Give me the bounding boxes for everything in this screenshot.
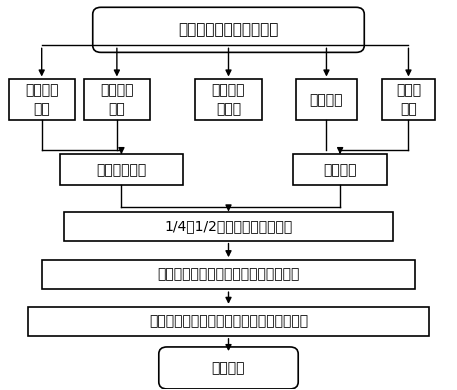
FancyBboxPatch shape (296, 80, 357, 120)
FancyBboxPatch shape (60, 154, 183, 185)
Text: 收集计算所需的基础数据: 收集计算所需的基础数据 (178, 22, 279, 37)
Text: 代入计算管道不同位置处位移随时间的变化: 代入计算管道不同位置处位移随时间的变化 (149, 314, 308, 328)
FancyBboxPatch shape (196, 80, 261, 120)
FancyBboxPatch shape (64, 211, 393, 241)
Text: 跨越管道
直径: 跨越管道 直径 (100, 83, 133, 116)
Text: 等效跨长系数: 等效跨长系数 (96, 163, 147, 177)
Text: 插値计算管道任意位置的等效位移长度: 插値计算管道任意位置的等效位移长度 (157, 268, 300, 282)
FancyBboxPatch shape (28, 307, 429, 336)
FancyBboxPatch shape (159, 347, 298, 389)
Text: 1/4、1/2跨处的等效位移长度: 1/4、1/2跨处的等效位移长度 (165, 219, 292, 233)
Text: 弗劳德数: 弗劳德数 (324, 163, 357, 177)
Text: 清管器运
行速度: 清管器运 行速度 (212, 83, 245, 116)
FancyBboxPatch shape (93, 7, 364, 52)
Text: 液弹长度: 液弹长度 (310, 93, 343, 107)
FancyBboxPatch shape (84, 80, 150, 120)
Text: 液弹持
液率: 液弹持 液率 (396, 83, 421, 116)
FancyBboxPatch shape (293, 154, 387, 185)
Text: 计算结束: 计算结束 (212, 361, 245, 375)
FancyBboxPatch shape (9, 80, 75, 120)
FancyBboxPatch shape (42, 260, 415, 289)
FancyBboxPatch shape (382, 80, 435, 120)
Text: 跨越结构
跨长: 跨越结构 跨长 (25, 83, 58, 116)
